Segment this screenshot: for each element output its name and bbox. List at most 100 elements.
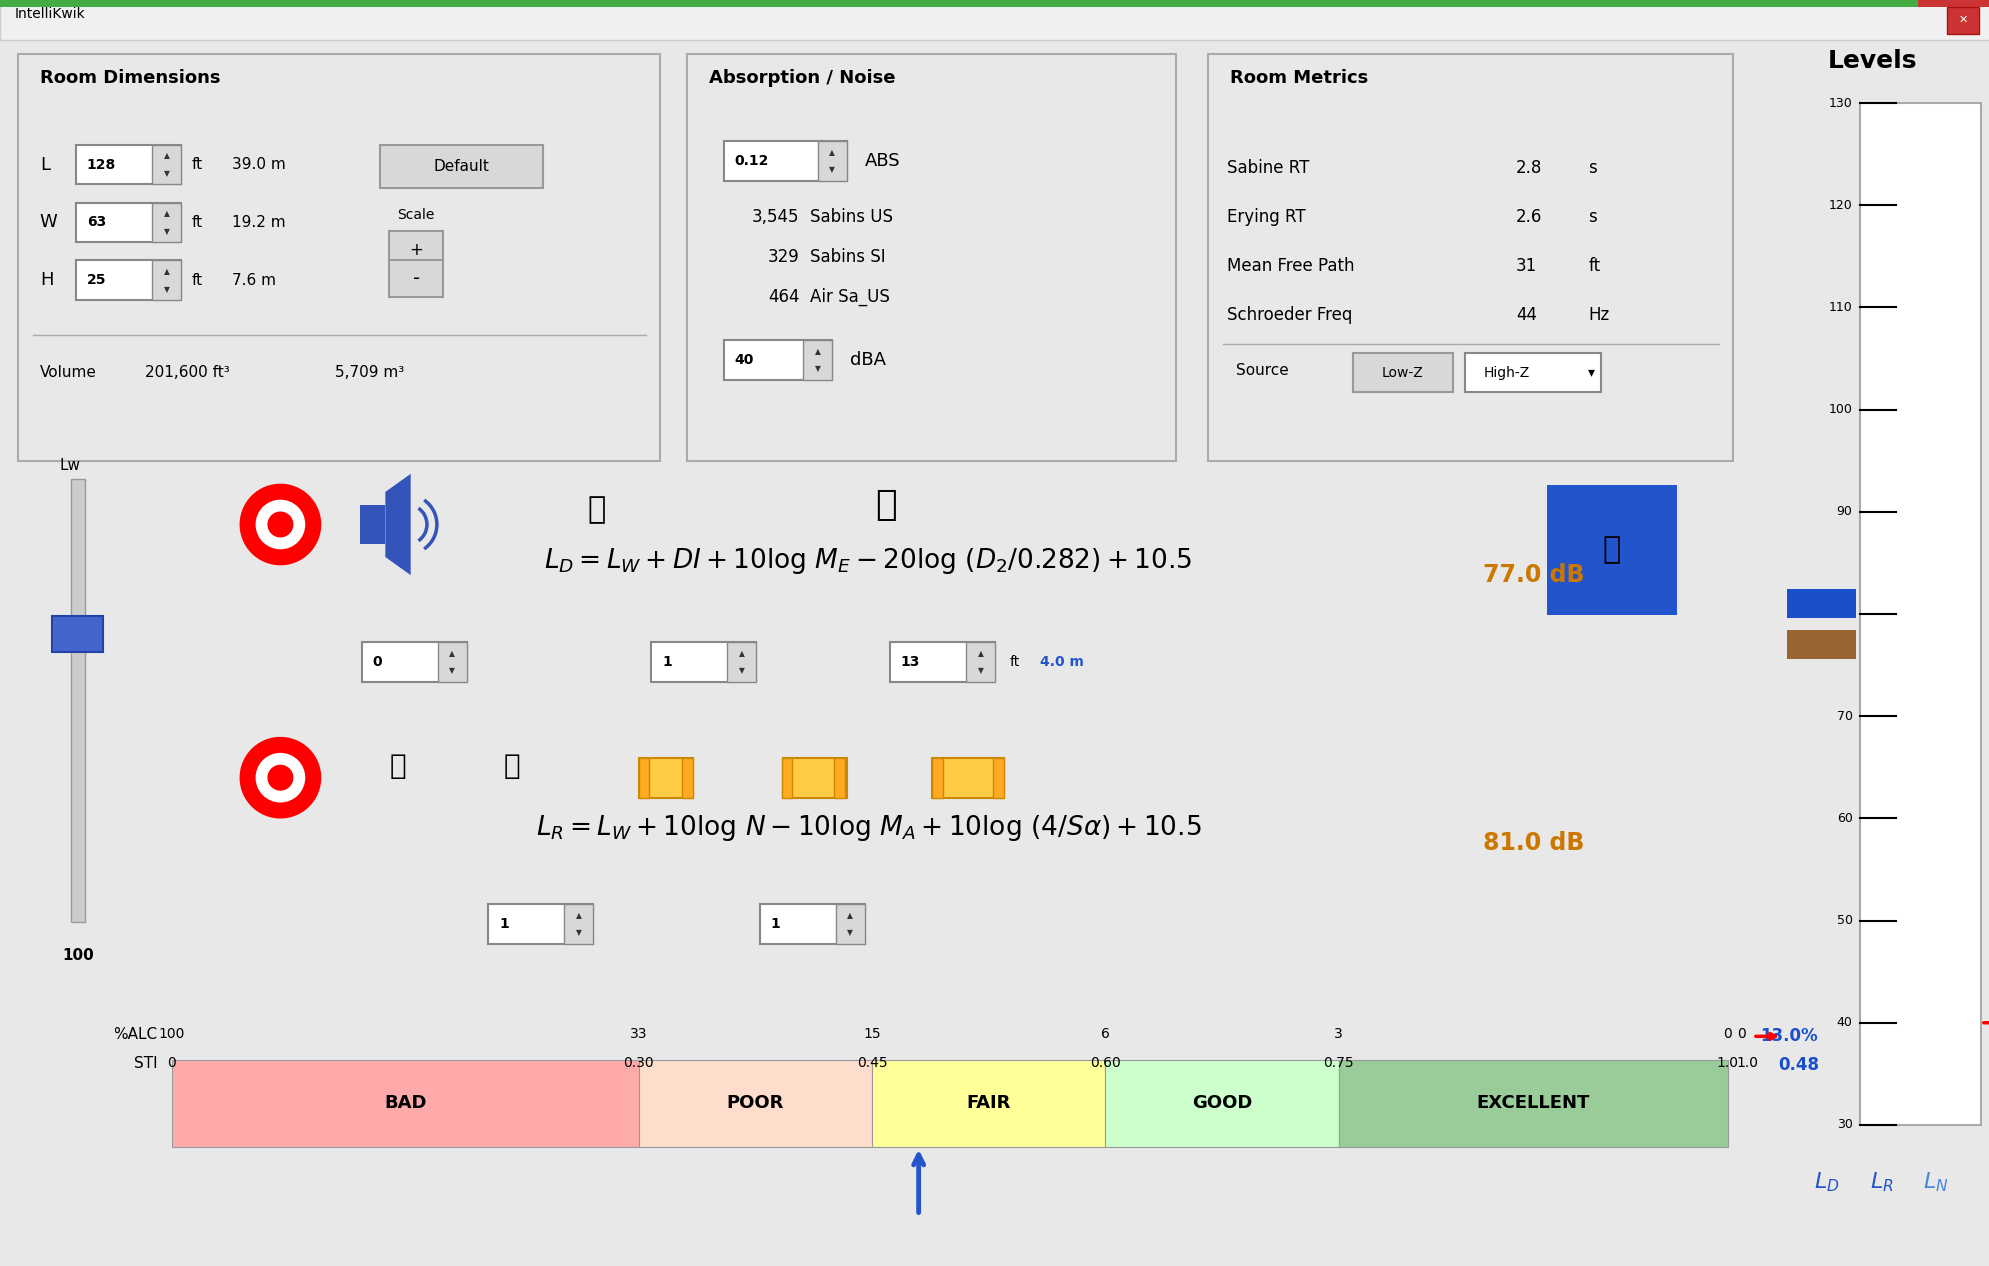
Text: GOOD: GOOD (1191, 1094, 1251, 1113)
Bar (76, 203, 181, 242)
Text: 31: 31 (1516, 257, 1536, 275)
Text: 0.45: 0.45 (855, 1056, 887, 1070)
Bar (724, 341, 831, 380)
Bar (782, 758, 792, 798)
Bar (487, 904, 593, 944)
Text: 5,709 m³: 5,709 m³ (334, 365, 404, 380)
Text: +: + (410, 241, 424, 258)
Text: 33: 33 (631, 1027, 646, 1041)
Bar (0, 0, 1917, 8)
Text: 120: 120 (1828, 199, 1852, 211)
Text: -: - (412, 268, 420, 289)
Text: 0: 0 (1736, 1027, 1744, 1041)
Text: ft: ft (1008, 655, 1018, 668)
Text: Schroeder Freq: Schroeder Freq (1225, 305, 1351, 324)
Polygon shape (386, 473, 410, 575)
Text: 2.8: 2.8 (1516, 160, 1541, 177)
Text: 0: 0 (372, 655, 382, 668)
Text: dBA: dBA (849, 351, 885, 368)
Text: ▲: ▲ (163, 152, 169, 161)
Text: 6: 6 (1100, 1027, 1110, 1041)
Text: 1.0: 1.0 (1717, 1056, 1738, 1070)
Text: ▲: ▲ (163, 267, 169, 276)
Bar (362, 642, 467, 682)
Text: %ALC: %ALC (113, 1027, 157, 1042)
Text: 40: 40 (1836, 1017, 1852, 1029)
Text: 0.12: 0.12 (734, 154, 768, 168)
Text: 1: 1 (499, 917, 509, 932)
Text: 25: 25 (88, 273, 105, 287)
Text: STI: STI (133, 1056, 157, 1071)
Text: 80: 80 (1836, 608, 1852, 620)
Text: Sabine RT: Sabine RT (1225, 160, 1309, 177)
Text: W: W (40, 214, 58, 232)
Circle shape (255, 499, 306, 551)
Bar (360, 505, 386, 544)
Text: 464: 464 (768, 287, 800, 305)
Bar (638, 758, 692, 798)
Bar (638, 1060, 871, 1147)
Circle shape (241, 485, 320, 565)
Bar (151, 261, 181, 300)
Bar (871, 1060, 1104, 1147)
Bar (965, 642, 994, 682)
Text: 3,545: 3,545 (752, 208, 800, 227)
Text: 🧎: 🧎 (587, 495, 607, 524)
Text: 70: 70 (1836, 710, 1852, 723)
Bar (760, 904, 865, 944)
Bar (70, 480, 86, 923)
Text: 1: 1 (770, 917, 780, 932)
Text: ▼: ▼ (163, 285, 169, 294)
Text: ▲: ▲ (847, 912, 853, 920)
Text: ft: ft (191, 273, 203, 287)
Bar (726, 642, 756, 682)
Bar (151, 144, 181, 185)
Text: 0.75: 0.75 (1323, 1056, 1353, 1070)
Text: ABS: ABS (865, 152, 899, 170)
Text: 100: 100 (159, 1027, 185, 1041)
Bar (817, 141, 845, 181)
Text: 39.0 m: 39.0 m (231, 157, 284, 172)
Text: ▼: ▼ (450, 666, 455, 675)
Text: 201,600 ft³: 201,600 ft³ (145, 365, 229, 380)
Text: Low-Z: Low-Z (1382, 366, 1422, 380)
Text: $L_R = L_W + 10\log\,N - 10\log\,M_A + 10\log\,(4/S\alpha) + 10.5$: $L_R = L_W + 10\log\,N - 10\log\,M_A + 1… (535, 813, 1201, 843)
Bar (52, 617, 103, 652)
Bar (565, 904, 593, 944)
Text: 0.60: 0.60 (1090, 1056, 1120, 1070)
Text: $L_D = L_W + DI + 10\log\,M_E - 20\log\,(D_2/0.282) + 10.5$: $L_D = L_W + DI + 10\log\,M_E - 20\log\,… (545, 546, 1191, 576)
Text: $L_R$: $L_R$ (1870, 1170, 1892, 1194)
Text: ▲: ▲ (450, 648, 455, 657)
Text: ▼: ▼ (738, 666, 744, 675)
Text: ▼: ▼ (829, 166, 835, 175)
Bar (931, 758, 1004, 798)
Text: ▲: ▲ (814, 347, 819, 356)
Bar (1353, 353, 1452, 392)
Text: 7.6 m: 7.6 m (231, 273, 274, 287)
Text: Erying RT: Erying RT (1225, 208, 1305, 227)
Bar (1464, 353, 1601, 392)
Text: ▲: ▲ (738, 648, 744, 657)
Bar (650, 642, 756, 682)
Text: Source: Source (1235, 363, 1287, 379)
Text: 3: 3 (1335, 1027, 1343, 1041)
Text: 110: 110 (1828, 301, 1852, 314)
Text: 🔊: 🔊 (1601, 536, 1621, 565)
Text: 30: 30 (1836, 1118, 1852, 1132)
Text: High-Z: High-Z (1482, 366, 1530, 380)
Bar (1207, 54, 1732, 461)
Bar (388, 261, 444, 296)
Text: Default: Default (434, 160, 489, 173)
Text: ▼: ▼ (575, 928, 581, 937)
Bar (1545, 485, 1677, 615)
Text: 128: 128 (88, 157, 115, 172)
Text: 0.48: 0.48 (1778, 1056, 1818, 1075)
Text: Room Metrics: Room Metrics (1229, 68, 1368, 87)
Text: ft: ft (1587, 257, 1599, 275)
Text: 13: 13 (901, 655, 919, 668)
Text: 15: 15 (863, 1027, 881, 1041)
Text: Room Dimensions: Room Dimensions (40, 68, 221, 87)
Text: H: H (40, 271, 54, 290)
Bar (784, 758, 845, 798)
Bar (993, 758, 1004, 798)
